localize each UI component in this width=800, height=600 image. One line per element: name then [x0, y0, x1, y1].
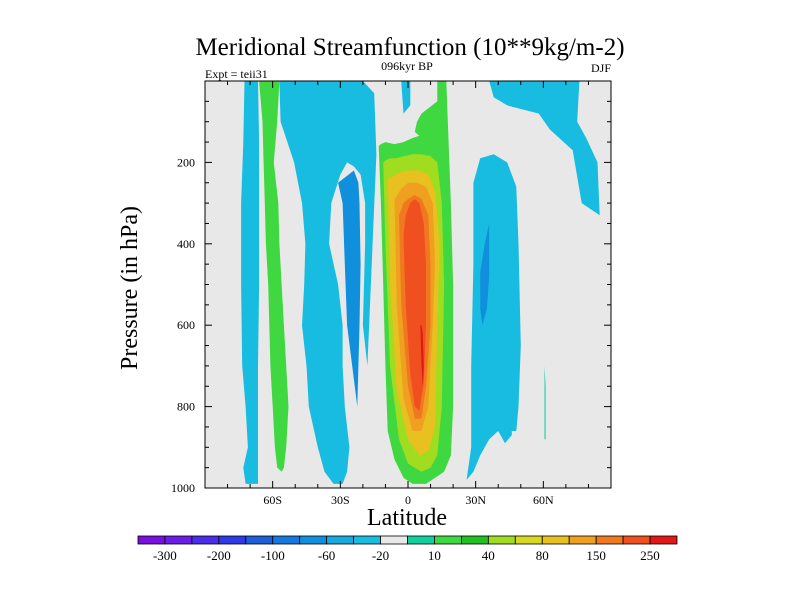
- colorbar-box: [622, 535, 651, 545]
- colorbar-label: 150: [586, 548, 606, 563]
- y-axis-label: Pressure (in hPa): [117, 206, 143, 370]
- colorbar-box: [191, 535, 220, 545]
- colorbar-box: [326, 535, 354, 545]
- colorbar-label: -20: [372, 548, 389, 563]
- x-tick-label: 0: [405, 493, 411, 507]
- colorbar-box: [487, 535, 516, 545]
- colorbar-box: [595, 535, 624, 545]
- colorbar-label: -60: [318, 548, 335, 563]
- y-tick-label: 400: [177, 237, 195, 251]
- right-string: DJF: [591, 61, 611, 75]
- colorbar-box: [407, 535, 435, 545]
- colorbar-box: [218, 535, 247, 545]
- center-string: 096kyr BP: [381, 59, 433, 73]
- colorbar-box: [649, 535, 678, 545]
- colorbar-label: -100: [261, 548, 285, 563]
- colorbar-box: [137, 535, 166, 545]
- contour-nh-top-strip: [401, 81, 411, 114]
- colorbar-label: 250: [640, 548, 660, 563]
- y-tick-label: 200: [177, 155, 195, 169]
- axis-ticks: 60S 30S 0 30N 60N 200 400 600 800 1000: [171, 81, 611, 507]
- colorbar-box: [380, 535, 408, 545]
- x-tick-label: 30S: [331, 493, 350, 507]
- colorbar-box: [541, 535, 570, 545]
- y-tick-label: 600: [177, 318, 195, 332]
- colorbar-box: [164, 535, 193, 545]
- x-tick-label: 60N: [533, 493, 554, 507]
- contour-sh-negative-inner: [338, 170, 361, 407]
- y-tick-label: 800: [177, 400, 195, 414]
- colorbar-label: 40: [482, 548, 495, 563]
- colorbar-box: [460, 535, 489, 545]
- colorbar-box: [245, 535, 274, 545]
- x-axis-label: Latitude: [367, 505, 447, 531]
- colorbar: -300 -200 -100 -60 -20 10 40 80 150 250: [137, 535, 678, 563]
- contour-nh-negative-cell: [466, 154, 521, 480]
- x-tick-label: 30N: [465, 493, 486, 507]
- contour-nh-upper-negative: [489, 81, 600, 216]
- colorbar-box: [272, 535, 301, 545]
- colorbar-box: [434, 535, 462, 545]
- contour-fills: [241, 81, 600, 484]
- colorbar-box: [353, 535, 381, 545]
- colorbar-label: 80: [536, 548, 549, 563]
- contour-sh-negative-cell-mid: [279, 81, 377, 484]
- contour-nh-small-positive: [544, 365, 546, 440]
- chart-title: Meridional Streamfunction (10**9kg/m-2): [195, 34, 624, 61]
- y-tick-label: 1000: [171, 481, 195, 495]
- contour-tropical-positive-core: [403, 199, 426, 411]
- left-string: Expt = teii31: [205, 67, 268, 81]
- colorbar-box: [568, 535, 597, 545]
- colorbar-label: -300: [153, 548, 177, 563]
- contour-sh-negative-cell-far: [241, 81, 260, 484]
- contour-tropical-positive-max: [420, 325, 424, 387]
- contour-nh-negative-inner: [480, 223, 490, 326]
- plot-area: 60S 30S 0 30N 60N 200 400 600 800 1000: [171, 80, 612, 507]
- colorbar-label: 10: [428, 548, 441, 563]
- colorbar-label: -200: [207, 548, 231, 563]
- colorbar-box: [299, 535, 328, 545]
- colorbar-box: [514, 535, 543, 545]
- contour-sh-positive-cell: [259, 81, 289, 472]
- x-tick-label: 60S: [263, 493, 282, 507]
